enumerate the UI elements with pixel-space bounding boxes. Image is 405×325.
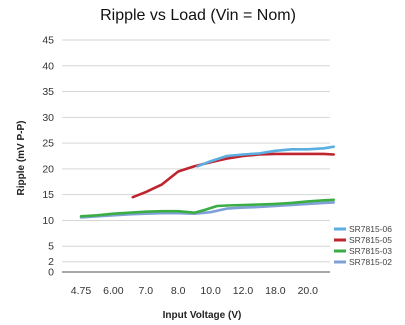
x-tick-label: 8.0 bbox=[171, 285, 186, 297]
legend-label-sr7815-03: SR7815-03 bbox=[349, 246, 392, 256]
x-tick-label: 7.0 bbox=[138, 285, 153, 297]
y-tick-label: 40 bbox=[42, 60, 54, 72]
y-tick-label: 30 bbox=[42, 112, 54, 124]
y-tick-label: 5 bbox=[48, 241, 54, 253]
x-tick-label: 18.0 bbox=[265, 285, 286, 297]
series-lines bbox=[79, 145, 336, 219]
y-tick-label: 45 bbox=[42, 35, 54, 47]
y-tick-label: 10 bbox=[42, 215, 54, 227]
grid-lines bbox=[62, 39, 330, 273]
y-tick-label: 25 bbox=[42, 138, 54, 150]
legend-label-sr7815-02: SR7815-02 bbox=[349, 257, 392, 267]
chart-title: Ripple vs Load (Vin = Nom) bbox=[100, 7, 296, 24]
y-axis-label: Ripple (mV P-P) bbox=[16, 120, 27, 195]
y-tick-label: 35 bbox=[42, 86, 54, 98]
x-axis-ticks: 4.75 6.00 7.0 8.0 10.0 12.0 18.0 20.0 bbox=[71, 285, 318, 297]
x-tick-label: 20.0 bbox=[298, 285, 319, 297]
y-tick-label: 2 bbox=[48, 256, 54, 268]
series-line-sr7815-06 bbox=[196, 145, 336, 168]
y-tick-label: 0 bbox=[48, 267, 54, 279]
legend-label-sr7815-06: SR7815-06 bbox=[349, 224, 392, 234]
y-tick-label: 15 bbox=[42, 189, 54, 201]
legend-box bbox=[332, 222, 400, 274]
y-tick-label: 20 bbox=[42, 163, 54, 175]
series-line-sr7815-02 bbox=[79, 201, 336, 219]
x-tick-label: 4.75 bbox=[71, 285, 92, 297]
legend-label-sr7815-05: SR7815-05 bbox=[349, 235, 392, 245]
x-tick-label: 12.0 bbox=[233, 285, 254, 297]
x-tick-label: 6.00 bbox=[103, 285, 124, 297]
x-axis-label: Input Voltage (V) bbox=[163, 310, 242, 321]
series-line-sr7815-03 bbox=[79, 198, 336, 218]
x-tick-label: 10.0 bbox=[200, 285, 221, 297]
series-line-sr7815-05 bbox=[131, 152, 336, 199]
